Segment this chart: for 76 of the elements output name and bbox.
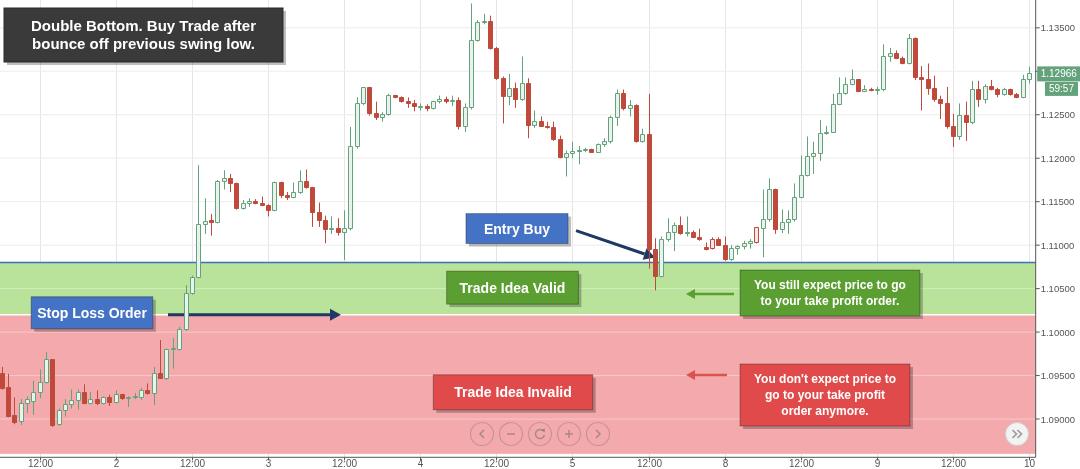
candlestick [558,135,563,159]
candlestick [425,103,430,112]
candlestick [526,77,531,139]
candlestick [640,128,645,144]
candlestick [907,33,912,65]
x-tick-label: 12:00 [483,458,510,469]
candlestick [222,169,227,191]
candlestick [513,82,518,109]
candlestick [120,393,125,401]
candlestick [50,358,55,428]
candlestick [869,87,874,92]
candlestick [253,198,258,205]
text: Double Bottom. Buy Trade after bounce off previous swing low. [30,17,257,52]
candlestick [754,226,759,244]
candlestick [685,215,690,237]
candlestick [107,394,112,407]
x-tick-label: 12:00 [940,458,967,469]
x-tick-label: 12:00 [636,458,663,469]
candlestick [88,391,93,405]
y-tick-label: 1.11500 [1040,196,1075,208]
band-label: Trade Idea Valid [459,279,566,296]
candlestick [773,188,778,235]
candlestick [374,101,379,121]
candlestick [76,388,81,410]
candlestick [964,101,969,142]
y-tick-label: 1.10500 [1040,283,1076,295]
y-tick-label: 1.10000 [1040,326,1076,338]
candlestick [856,78,861,93]
x-tick-label: 4 [417,458,424,469]
x-tick-label: 12:00 [179,458,206,469]
candlestick [126,395,131,408]
candlestick [501,76,506,124]
candlestick [444,96,449,104]
candlestick [634,103,639,144]
x-tick-label: 12:00 [27,458,54,469]
candlestick [1002,87,1007,97]
candlestick [329,215,334,235]
candlestick [589,148,594,154]
candlestick [158,339,163,380]
candlestick [507,73,512,106]
candlestick [482,13,487,25]
candlestick [723,235,728,262]
annotation: You don't expect price to go to your take profit order anymore. [754,372,896,418]
ref-line-label: Stop Loss Order [37,304,148,321]
candlestick [291,182,296,199]
candlestick [456,96,461,131]
candlestick [336,217,341,237]
candlestick [145,382,150,396]
y-tick-label: 1.13500 [1040,22,1076,34]
ref-line-label: Entry Buy [483,220,551,237]
candlestick [888,47,893,63]
x-tick-label: 12:00 [331,458,358,469]
x-tick-label: 12:00 [788,458,815,469]
y-tick-label: 1.09000 [1040,413,1076,425]
y-tick-label: 1.12500 [1040,109,1076,121]
candlestick [101,395,106,405]
y-tick-label: 1.12000 [1040,152,1076,164]
candlestick [298,169,303,195]
candlestick [621,89,626,111]
annotation: You still expect price to go to your take profit order. [754,278,906,308]
candlestick [209,213,214,237]
x-tick-label: 10 [1023,458,1036,469]
candlestick [164,348,169,381]
candlestick [82,383,87,405]
candlestick [450,95,455,107]
candlestick [862,84,867,93]
y-tick-label: 1.11000 [1040,239,1075,251]
band-label: Trade Idea Invalid [454,384,572,401]
candlestick [114,389,119,404]
y-tick-label: 1.09500 [1040,370,1076,382]
candlestick [678,215,683,236]
candlestick [976,80,981,108]
candlestick [152,366,157,406]
candlestick [367,86,372,117]
candlestick [983,83,988,104]
candlestick [95,389,100,406]
